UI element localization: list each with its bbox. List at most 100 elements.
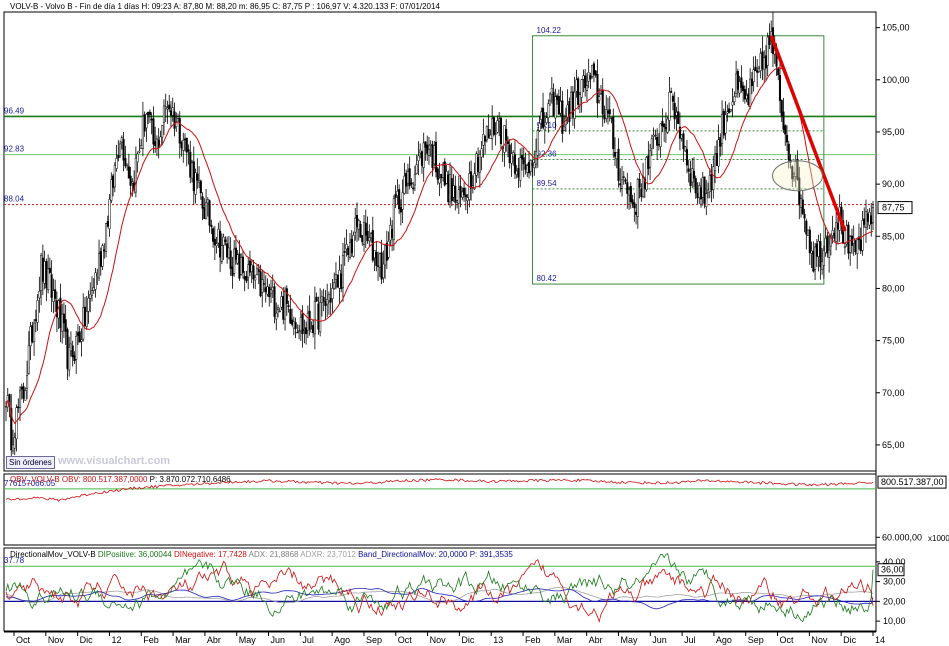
candle-body: [448, 174, 452, 203]
candle-body: [391, 228, 394, 239]
candle-body: [378, 253, 381, 268]
candle-body: [327, 294, 330, 302]
candle-body: [706, 189, 710, 194]
x-tick-label: Dic: [80, 635, 93, 645]
candle-body: [126, 163, 129, 166]
candle-body: [828, 249, 831, 258]
candle-body: [671, 95, 674, 102]
candle-body: [319, 302, 322, 333]
candle-body: [491, 118, 494, 140]
candle-body: [791, 166, 794, 180]
candle-body: [313, 300, 316, 335]
candle-body: [440, 174, 443, 179]
candle-body: [308, 310, 311, 330]
candle-body: [726, 111, 729, 114]
candle-body: [352, 234, 355, 257]
x-tick-label: Abr: [207, 635, 221, 645]
candle-body: [692, 170, 696, 179]
candle-body: [677, 111, 680, 124]
candle-body: [852, 238, 855, 244]
candle-body: [412, 187, 415, 190]
candle-body: [684, 146, 687, 152]
candle-body: [4, 405, 8, 408]
candle-body: [169, 110, 173, 116]
candle-body: [357, 220, 360, 230]
candle-body: [219, 230, 222, 258]
candle-body: [401, 192, 404, 210]
candle-body: [152, 118, 155, 145]
candle-body: [566, 104, 569, 118]
candle-body: [784, 125, 787, 135]
candle-body: [663, 124, 666, 128]
candle-body: [68, 347, 71, 371]
candle-body: [282, 296, 285, 320]
candle-body: [433, 145, 436, 165]
candle-body: [456, 200, 459, 203]
fib-level-label: 89.54: [537, 179, 558, 188]
candle-body: [626, 182, 629, 194]
candle-body: [610, 117, 613, 120]
dmi-y-tick-label: 20,00: [883, 596, 906, 606]
candle-body: [157, 139, 160, 148]
candle-body: [66, 329, 69, 369]
highlight-ellipse: [772, 160, 824, 192]
candle-body: [147, 111, 150, 116]
candle-body: [262, 283, 266, 285]
candle-body: [331, 288, 334, 299]
candle-body: [83, 306, 87, 327]
x-tick-label: Feb: [525, 635, 541, 645]
x-tick-label: Oct: [398, 635, 413, 645]
candle-body: [503, 125, 506, 153]
candle-body: [41, 257, 44, 282]
dmi-y-tick-label: 30,00: [883, 577, 906, 587]
candle-body: [578, 94, 581, 106]
candle-body: [38, 290, 41, 299]
candle-body: [866, 213, 869, 222]
candle-body: [212, 228, 215, 242]
candle-body: [59, 297, 62, 329]
candle-body: [389, 225, 392, 241]
candle-body: [612, 116, 615, 150]
candle-body: [713, 153, 717, 171]
candle-body: [822, 250, 825, 266]
candle-body: [73, 355, 76, 361]
x-tick-label: Sep: [748, 635, 764, 645]
candle-body: [592, 63, 595, 75]
candle-body: [627, 189, 631, 196]
candle-body: [289, 309, 292, 324]
orders-status-badge[interactable]: Sin órdenes: [6, 456, 55, 469]
candle-body: [31, 325, 34, 343]
candle-body: [96, 274, 99, 277]
dmi-last-box: [877, 563, 905, 577]
candle-body: [463, 187, 466, 196]
candle-body: [324, 301, 327, 306]
candle-body: [787, 143, 790, 161]
candle-body: [582, 75, 585, 80]
obv-last-label: 800.517.387,00: [881, 477, 944, 487]
candle-body: [785, 134, 789, 143]
candle-body: [608, 109, 611, 115]
candle-body: [541, 107, 545, 128]
candle-body: [373, 250, 376, 259]
candle-body: [370, 233, 373, 239]
candle-body: [712, 166, 715, 190]
candle-body: [438, 177, 441, 184]
candle-body: [124, 158, 127, 167]
candle-body: [798, 177, 801, 206]
candle-body: [698, 185, 701, 199]
obv-scale-note: x1000000: [928, 534, 949, 543]
candle-body: [506, 141, 509, 145]
candle-body: [624, 179, 627, 182]
candle-body: [649, 150, 652, 168]
candle-body: [645, 157, 648, 190]
candle-body: [154, 141, 157, 146]
candle-body: [106, 220, 109, 227]
candle-body: [422, 142, 425, 168]
candle-body: [252, 265, 255, 280]
candle-body: [675, 111, 678, 116]
candle-body: [161, 125, 164, 138]
candle-body: [801, 199, 804, 214]
x-tick-label: Mar: [557, 635, 573, 645]
candle-body: [749, 78, 752, 107]
candle-body: [294, 322, 297, 329]
